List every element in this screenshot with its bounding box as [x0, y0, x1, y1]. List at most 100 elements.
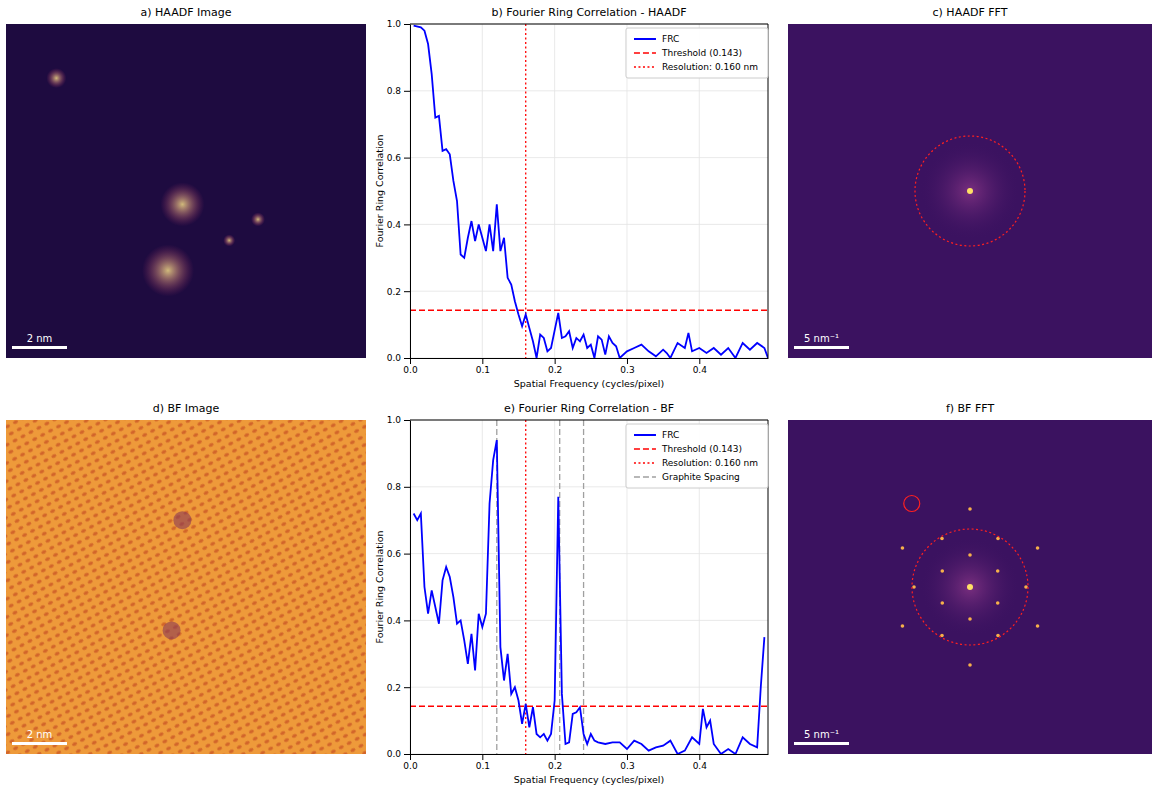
- tick-label: 0.2: [548, 761, 562, 771]
- reference-line: [410, 706, 768, 707]
- tick-label: 0.1: [476, 365, 490, 375]
- grid-line: [410, 224, 768, 225]
- legend-label: FRC: [662, 34, 679, 44]
- legend-label: Graphite Spacing: [662, 472, 740, 482]
- image-feature: [1024, 585, 1028, 589]
- grid-line: [410, 754, 768, 755]
- legend-symbol: [634, 66, 656, 68]
- image: [6, 420, 366, 754]
- tick-label: 0.2: [548, 365, 562, 375]
- grid-line: [410, 24, 768, 25]
- panel: d) BF Image2 nm: [6, 402, 366, 754]
- tick-mark: [404, 620, 410, 621]
- image-feature: [968, 663, 972, 667]
- tick-mark: [482, 754, 483, 760]
- tick-mark: [410, 754, 411, 760]
- tick: 1.0: [387, 415, 410, 425]
- legend-label: FRC: [662, 430, 679, 440]
- grid-line: [410, 291, 768, 292]
- tick: 0.2: [548, 754, 562, 771]
- tick-mark: [404, 224, 410, 225]
- image-feature: [1036, 546, 1040, 550]
- legend-symbol: [634, 434, 656, 436]
- tick-mark: [482, 358, 483, 364]
- tick: 0.6: [387, 153, 410, 163]
- axis-line: [410, 25, 411, 359]
- tick-label: 0.8: [387, 86, 402, 96]
- tick-label: 0.6: [387, 549, 402, 559]
- tick-label: 0.3: [620, 365, 634, 375]
- image-feature: [967, 188, 973, 194]
- image-feature: [996, 537, 1000, 541]
- tick: 0.4: [693, 358, 708, 375]
- plot-background: [410, 420, 768, 754]
- panel: b) Fourier Ring Correlation - HAADF0.00.…: [374, 6, 769, 389]
- tick-mark: [699, 358, 700, 364]
- grid-line: [410, 24, 411, 358]
- tick-label: 0.3: [620, 761, 634, 771]
- tick-mark: [404, 291, 410, 292]
- image-feature: [968, 553, 972, 557]
- tick: 0.8: [387, 86, 410, 96]
- panel-title: b) Fourier Ring Correlation - HAADF: [492, 6, 687, 19]
- scale-bar-label: 5 nm⁻¹: [804, 333, 839, 344]
- tick: 0.0: [403, 754, 418, 771]
- scale-bar-label: 2 nm: [27, 333, 53, 344]
- y-axis-title: Fourier Ring Correlation: [374, 531, 385, 644]
- tick: 0.0: [387, 353, 410, 363]
- tick-label: 0.4: [693, 761, 708, 771]
- figure: a) HAADF Image2 nm b) Fourier Ring Correl…: [0, 0, 1159, 810]
- tick-mark: [410, 358, 411, 364]
- grid-line: [410, 420, 768, 421]
- image-feature: [163, 621, 181, 639]
- image: [788, 420, 1152, 754]
- y-axis: 0.00.20.40.60.81.0: [387, 415, 411, 759]
- tick-label: 0.8: [387, 482, 402, 492]
- frame: [410, 420, 768, 421]
- tick-mark: [555, 358, 556, 364]
- x-axis-title: Spatial Frequency (cycles/pixel): [514, 774, 664, 785]
- tick-mark: [555, 754, 556, 760]
- tick: 1.0: [387, 19, 410, 29]
- grid: [410, 420, 768, 754]
- tick: 0.1: [476, 358, 490, 375]
- tick: 0.3: [620, 358, 634, 375]
- tick-label: 0.4: [387, 220, 402, 230]
- image-feature: [142, 244, 194, 296]
- tick-label: 0.0: [387, 353, 402, 363]
- tick-label: 0.0: [387, 749, 402, 759]
- legend-label: Threshold (0.143): [661, 444, 742, 454]
- image-background: [6, 24, 366, 358]
- image: [6, 24, 366, 358]
- image-feature: [920, 537, 1020, 637]
- image-feature: [967, 584, 973, 590]
- tick: 0.4: [387, 220, 410, 230]
- tick: 0.6: [387, 549, 410, 559]
- tick: 0.0: [403, 358, 418, 375]
- image-background: [788, 420, 1152, 754]
- image-feature: [940, 601, 944, 605]
- panel: f) BF FFT5 nm⁻¹: [788, 402, 1152, 754]
- tick: 0.3: [620, 754, 634, 771]
- legend-symbol: [634, 476, 656, 478]
- panel: a) HAADF Image2 nm: [6, 6, 366, 358]
- image-feature: [160, 182, 204, 226]
- tick-mark: [404, 487, 410, 488]
- tick-mark: [627, 754, 628, 760]
- image-marker: [912, 529, 1028, 645]
- image-background: [6, 420, 366, 754]
- x-axis: 0.0 0.1 0.2 0.3 0.4: [403, 358, 768, 375]
- tick: 0.4: [693, 754, 708, 771]
- tick-label: 1.0: [387, 415, 402, 425]
- grid-line: [410, 553, 768, 554]
- image-background: [788, 24, 1152, 358]
- tick-label: 1.0: [387, 19, 402, 29]
- image-marker: [904, 496, 920, 512]
- scale-bar-label: 5 nm⁻¹: [804, 729, 839, 740]
- reference-line: [583, 420, 584, 754]
- tick: 0.2: [548, 358, 562, 375]
- reference-line: [525, 24, 526, 358]
- tick-label: 0.2: [387, 287, 401, 297]
- image-feature: [940, 537, 944, 541]
- tick-label: 0.1: [476, 761, 490, 771]
